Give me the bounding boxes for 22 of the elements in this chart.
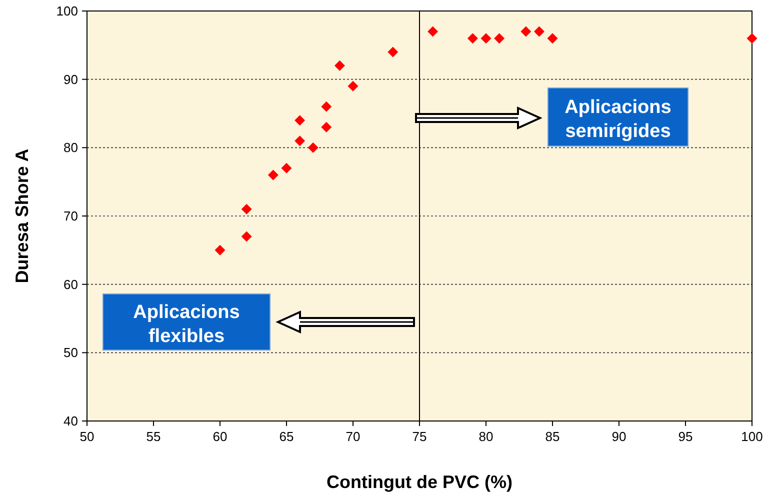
y-tick-label: 50 [64, 345, 78, 360]
x-axis-title: Contingut de PVC (%) [326, 472, 512, 492]
y-tick-label: 90 [64, 72, 78, 87]
x-tick-label: 60 [212, 429, 228, 444]
y-axis-title: Duresa Shore A [12, 148, 32, 284]
x-tick-label: 90 [612, 429, 626, 444]
y-tick-label: 70 [64, 208, 78, 224]
x-tick-label: 95 [678, 429, 693, 444]
x-tick-label: 75 [412, 429, 427, 444]
y-tick-label: 60 [64, 276, 78, 292]
y-tick-label: 40 [64, 414, 78, 428]
x-tick-label: 50 [80, 429, 94, 444]
x-tick-label: 85 [545, 429, 560, 444]
y-tick-label: 80 [64, 140, 78, 156]
x-tick-label: 55 [146, 429, 161, 444]
x-tick-label: 100 [741, 429, 763, 444]
annotation: Aplicacions semirígides [564, 97, 672, 142]
y-tick-label: 100 [56, 4, 78, 18]
x-tick-label: 70 [346, 429, 360, 444]
x-tick-label: 80 [478, 429, 494, 444]
x-tick-label: 65 [279, 429, 294, 444]
annotation: Aplicacions flexibles [133, 302, 240, 347]
